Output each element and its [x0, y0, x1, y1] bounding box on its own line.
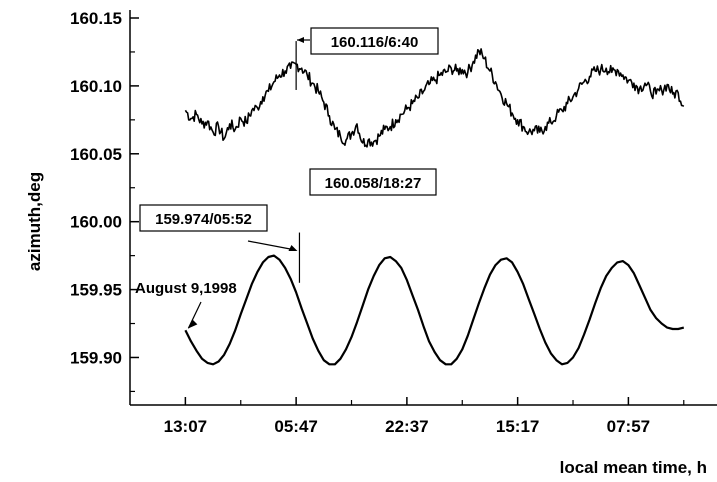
pointer-arrowhead	[188, 319, 198, 329]
pointer-arrowhead	[297, 37, 304, 43]
series-line-2	[184, 254, 685, 366]
y-tick-label: 159.90	[70, 348, 122, 367]
y-axis-title: azimuth,deg	[25, 172, 44, 271]
annotation-box	[310, 27, 439, 55]
axes: 160.15 160.10 160.05 160.00 159.95 159.90 13:0…	[25, 9, 717, 477]
annotation-label: 160.058/18:27	[325, 175, 422, 192]
y-tick-label: 160.10	[70, 77, 122, 96]
x-tick-label: 15:17	[496, 417, 539, 436]
annotation-box	[139, 204, 268, 232]
annotations: 160.116/6:40 160.058/18:27 159.974/05:52 Au…	[135, 27, 439, 329]
y-tick-label: 160.00	[70, 213, 122, 232]
annotation-box	[309, 168, 437, 196]
x-tick-label: 07:57	[607, 417, 650, 436]
series-layer	[184, 48, 685, 366]
pointer-line	[247, 240, 296, 251]
annotation-label: 160.116/6:40	[331, 34, 419, 51]
y-tick-label: 160.15	[70, 9, 122, 28]
x-tick-label: 22:37	[385, 417, 428, 436]
series-line-1	[184, 48, 685, 148]
y-tick-label: 159.95	[70, 281, 122, 300]
pointer-arrowhead	[288, 245, 298, 251]
date-annotation: August 9,1998	[135, 280, 237, 297]
x-tick-label: 05:47	[274, 417, 317, 436]
y-tick-label: 160.05	[70, 145, 122, 164]
x-axis-title: local mean time, h	[560, 458, 707, 477]
x-tick-label: 13:07	[164, 417, 207, 436]
annotation-label: 159.974/05:52	[155, 211, 252, 228]
